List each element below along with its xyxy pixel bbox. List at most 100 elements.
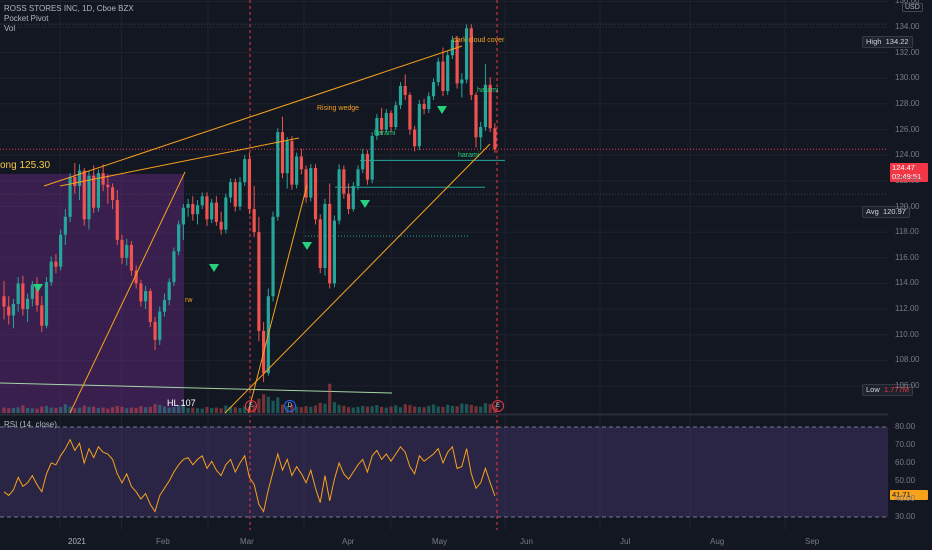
candle-body (77, 170, 82, 186)
candle-body (172, 251, 176, 283)
candle-body (177, 224, 181, 252)
volume-bar (351, 407, 355, 413)
high-tag: High 134.22 (862, 36, 913, 48)
candle-body (304, 169, 308, 198)
candle-body (59, 234, 63, 267)
volume-bar (266, 396, 270, 413)
volume-bar (82, 405, 86, 413)
rsi-line (3, 438, 496, 513)
volume-bar (172, 407, 176, 413)
price-axis-tick: 136.00 (895, 0, 920, 6)
candle-body (328, 203, 332, 284)
candle-body (134, 270, 138, 284)
volume-bar (162, 406, 167, 413)
low-value: 1.777M (883, 385, 909, 394)
candle-body (30, 284, 34, 299)
dark-cloud-cover-label: dark cloud cover (453, 37, 505, 44)
volume-bar (262, 394, 266, 413)
volume-bar (110, 407, 115, 413)
rsi-axis-tick: 60.00 (895, 458, 916, 467)
volume-bar (356, 406, 360, 413)
volume-bar (200, 408, 204, 413)
candle-body (120, 239, 124, 258)
volume-bar (210, 407, 214, 413)
candle-body (191, 203, 195, 215)
candle-body (389, 112, 393, 128)
candle-body (87, 175, 91, 220)
volume-bar (276, 397, 280, 413)
candle-body (26, 298, 30, 310)
time-axis-tick: Aug (710, 537, 725, 546)
volume-bar (337, 404, 341, 413)
candle-body (474, 94, 478, 138)
candle-body (370, 135, 374, 180)
candle-body (129, 244, 134, 271)
price-axis-tick: 114.00 (895, 278, 919, 288)
price-axis-tick: 134.00 (895, 22, 920, 31)
candle-body (101, 173, 105, 185)
volume-bar (195, 408, 200, 413)
volume-bar (323, 403, 327, 413)
candle-body (342, 169, 346, 194)
volume-bar (436, 406, 440, 413)
candle-body (493, 128, 497, 150)
volume-bar (450, 405, 454, 413)
time-axis-tick: Apr (342, 537, 355, 546)
volume-bar (446, 404, 450, 413)
volume-bar (148, 406, 152, 413)
rsi-band (0, 427, 888, 517)
volume-bar (30, 408, 34, 413)
candle-body (431, 82, 436, 97)
volume-bar (455, 406, 459, 413)
price-axis-tick: 124.00 (895, 150, 920, 160)
hl-label: HL 107 (167, 398, 196, 408)
volume-bar (328, 383, 332, 413)
candle-body (238, 182, 242, 207)
volume-bar (479, 406, 483, 413)
volume-bar (7, 408, 11, 413)
volume-bar (40, 406, 44, 413)
long-position-label: ong 125.30 (0, 160, 51, 171)
earnings-event-icon-2[interactable]: E (492, 400, 504, 412)
dividend-event-icon[interactable]: D (284, 400, 296, 412)
time-axis-tick: May (432, 537, 448, 546)
candle-body (148, 291, 152, 322)
candle-body (2, 296, 6, 307)
volume-bar (313, 405, 318, 413)
earnings-event-icon-1[interactable]: E (245, 400, 257, 412)
candle-body (16, 283, 20, 304)
harami-label-2: harami (477, 87, 499, 94)
candle-body (181, 207, 185, 225)
candle-body (290, 141, 294, 185)
candle-body (356, 169, 360, 186)
candle-body (144, 291, 148, 302)
candle-body (427, 96, 431, 110)
rsi-axis-tick: 70.00 (895, 440, 916, 449)
volume-bar (238, 407, 242, 413)
volume-bar (11, 407, 16, 413)
position-box (0, 174, 184, 413)
volume-bar (191, 407, 195, 413)
rsi-axis-tick: 40.00 (895, 494, 916, 503)
volume-bar (488, 404, 492, 413)
volume-bar (177, 405, 181, 413)
candle-body (413, 129, 417, 147)
candle-body (455, 39, 459, 84)
candle-body (394, 105, 398, 128)
volume-bar (228, 406, 233, 413)
volume-bar (186, 407, 190, 413)
rsi-legend: RSI (14, close) (4, 420, 57, 430)
currency-badge[interactable]: USD (902, 3, 923, 12)
candle-body (205, 196, 209, 220)
candle-body (110, 187, 115, 201)
rsi-title: RSI (14, close) (4, 420, 57, 429)
rsi-axis-tick: 50.00 (895, 476, 916, 485)
candle-body (219, 221, 223, 230)
candle-body (318, 219, 322, 269)
rsi-axis-tick: 30.00 (895, 512, 916, 521)
candle-body (54, 261, 58, 267)
volume-bar (96, 407, 100, 413)
volume-bar (101, 407, 105, 413)
candle-body (106, 184, 110, 188)
